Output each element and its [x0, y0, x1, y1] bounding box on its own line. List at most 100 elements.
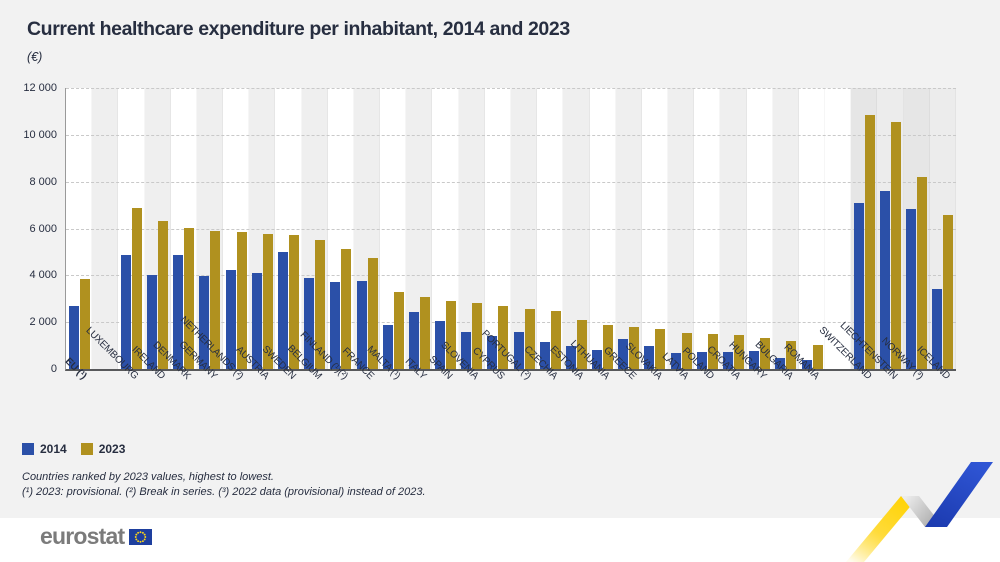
bar-2023-czechia	[550, 311, 561, 369]
bar-2023-denmark	[184, 227, 195, 369]
bar-2023-slovakia	[655, 329, 666, 369]
bar-2014-norway	[906, 208, 917, 369]
bar-2023-iceland	[943, 215, 954, 369]
bar-2014-latvia	[670, 353, 681, 369]
eu-flag-star	[139, 540, 142, 543]
bar-2023-norway	[917, 176, 928, 369]
eu-flag-star	[144, 537, 146, 540]
bar-2023-slovenia	[472, 303, 483, 369]
bar-2023-malta	[393, 291, 404, 369]
bar-2014-denmark	[173, 255, 184, 369]
eu-flag-star	[144, 535, 147, 538]
bar-2014-eu	[68, 305, 79, 369]
footnote-ranking: Countries ranked by 2023 values, highest…	[22, 471, 274, 483]
y-tick-label: 4 000	[29, 269, 57, 282]
bar-2014-italy	[408, 312, 419, 369]
bar-2014-sweden	[278, 251, 288, 369]
bar-2023-france	[367, 257, 378, 369]
bar-2014-austria	[251, 273, 262, 369]
bar-2023-netherlands	[236, 231, 247, 369]
footer-strip	[0, 518, 1000, 562]
legend-label-2014: 2014	[40, 442, 67, 456]
bar-2014-spain	[435, 320, 446, 369]
bar-2014-malta	[382, 325, 393, 369]
bar-2023-luxembourg	[131, 207, 142, 369]
bar-2023-eu	[79, 279, 90, 369]
eu-flag-star	[142, 539, 145, 542]
bar-2014-bulgaria	[775, 357, 786, 369]
bar-2014-estonia	[565, 345, 576, 369]
bar-2023-austria	[262, 234, 273, 369]
gridline-6000	[66, 228, 956, 230]
bar-2023-hungary	[760, 338, 771, 369]
bar-2014-slovenia	[461, 332, 472, 369]
bar-2023-poland	[707, 334, 718, 369]
bar-2014-poland	[696, 352, 707, 369]
unit-label: (€)	[27, 50, 43, 64]
bar-2023-greece	[629, 326, 640, 369]
legend-label-2023: 2023	[98, 442, 126, 456]
eu-flag-star	[135, 535, 137, 538]
gridline-2000	[66, 322, 956, 324]
bar-2014-liechtenstein	[880, 191, 891, 369]
bar-2023-liechtenstein	[891, 122, 902, 369]
bar-2014-iceland	[932, 288, 943, 369]
gridline-10000	[66, 134, 956, 136]
bar-2023-finland	[341, 249, 352, 369]
footnote-symbols: (¹) 2023: provisional. (²) Break in seri…	[22, 486, 426, 498]
bar-2014-cyprus	[487, 335, 498, 369]
bar-2014-netherlands	[225, 270, 236, 369]
eu-flag-star	[137, 539, 140, 542]
y-tick-label: 8 000	[29, 175, 57, 188]
bar-2023-portugal	[524, 308, 535, 369]
bar-2014-hungary	[749, 350, 760, 369]
eurostat-logo: eurostat	[40, 523, 153, 550]
gridline-8000	[66, 181, 956, 183]
bar-2014-belgium	[304, 277, 315, 369]
bar-2023-croatia	[734, 334, 744, 369]
bar-2014-romania	[801, 359, 812, 369]
bar-2023-lithuania	[603, 324, 614, 369]
bar-2014-czechia	[539, 342, 550, 369]
bar-2014-switzerland	[853, 202, 864, 369]
eu-flag-star	[135, 533, 138, 536]
bar-2023-germany	[210, 230, 221, 369]
bar-2014-croatia	[723, 352, 733, 369]
footnotes: Countries ranked by 2023 values, highest…	[22, 470, 426, 500]
bar-2014-slovakia	[644, 345, 655, 369]
legend-swatch-2023	[80, 443, 93, 455]
legend-swatch-2014	[22, 443, 34, 455]
bar-2023-estonia	[576, 319, 587, 369]
y-tick-label: 6 000	[29, 222, 57, 235]
bar-2023-sweden	[289, 235, 299, 369]
bar-2014-germany	[199, 275, 210, 369]
y-tick-label: 0	[50, 363, 57, 375]
bar-2023-latvia	[681, 333, 692, 369]
eu-flag-star	[135, 537, 138, 540]
bar-2023-spain	[446, 301, 457, 369]
page-title: Current healthcare expenditure per inhab…	[27, 18, 570, 40]
bar-2014-france	[356, 280, 367, 369]
bar-2023-cyprus	[498, 305, 509, 369]
eu-flag-star	[137, 531, 140, 534]
bar-2023-romania	[812, 345, 823, 369]
legend-item-2023: 2023	[80, 442, 126, 456]
gridline-12000	[66, 88, 956, 89]
bar-2023-ireland	[158, 221, 169, 369]
eu-flag-star	[144, 533, 146, 536]
bar-chart-plot-area	[65, 88, 956, 371]
gridline-4000	[66, 275, 956, 277]
y-tick-label: 10 000	[23, 128, 57, 141]
bar-2014-luxembourg	[120, 255, 131, 369]
eurostat-logo-text: eurostat	[40, 523, 125, 549]
bar-2023-switzerland	[864, 114, 875, 369]
y-tick-label: 2 000	[29, 316, 57, 329]
bar-2014-lithuania	[592, 350, 603, 369]
eu-flag-star	[139, 530, 142, 533]
bar-2023-italy	[419, 297, 430, 369]
bar-2014-portugal	[513, 332, 524, 369]
eu-flag-star	[142, 531, 145, 534]
legend-item-2014: 2014	[22, 442, 67, 456]
chart-legend: 2014 2023	[22, 442, 125, 456]
bar-2014-ireland	[147, 275, 158, 369]
